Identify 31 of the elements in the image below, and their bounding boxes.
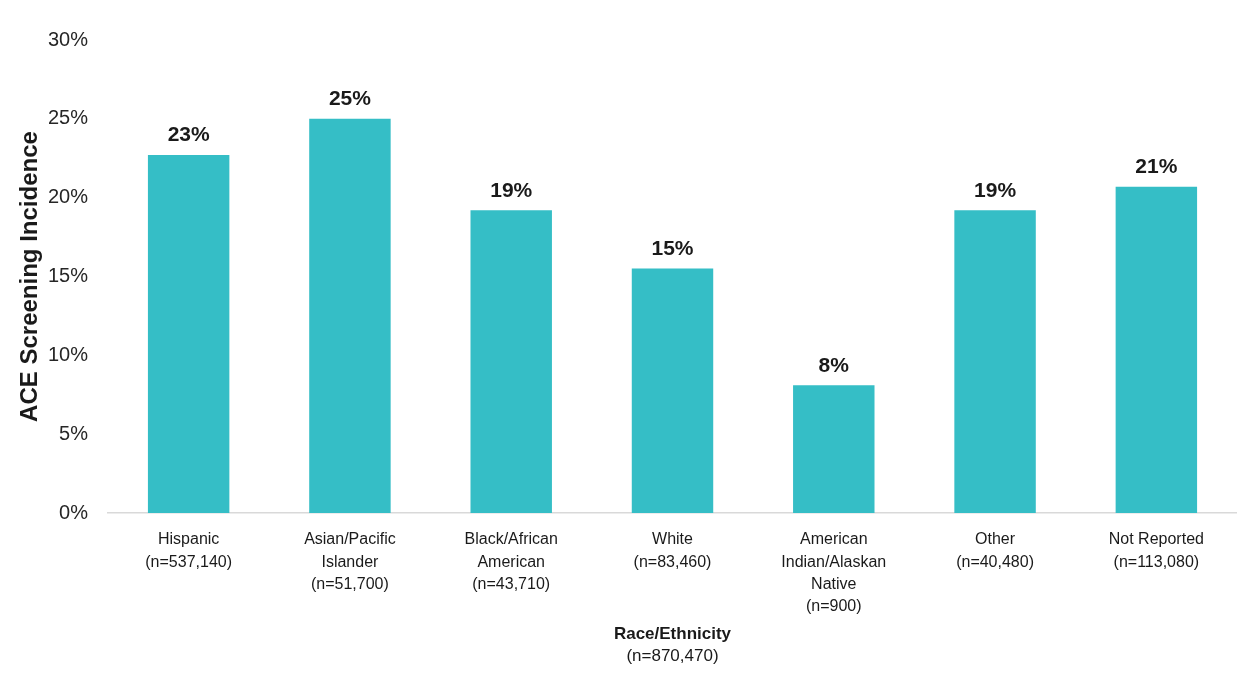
- y-tick-label: 20%: [47, 185, 89, 208]
- data-label: 25%: [328, 86, 372, 110]
- data-label: 15%: [651, 235, 694, 259]
- x-tick-label: Hispanic (n=537,140): [145, 530, 233, 570]
- bar: [309, 118, 391, 513]
- x-tick-label: White (n=83,460): [633, 530, 712, 570]
- data-label: 8%: [818, 352, 850, 376]
- bar: [470, 210, 552, 513]
- y-tick-label: 5%: [59, 421, 89, 444]
- x-tick-label: Black/African American (n=43,710): [464, 530, 558, 592]
- bar: [631, 268, 714, 513]
- bar: [147, 155, 230, 513]
- x-axis-title: Race/Ethnicity: [613, 624, 732, 644]
- y-tick-label: 30%: [47, 27, 89, 50]
- bar: [793, 385, 875, 513]
- y-tick-label: 15%: [47, 264, 89, 287]
- y-tick-label: 0%: [59, 500, 89, 523]
- bar: [954, 210, 1036, 513]
- y-tick-label: 10%: [47, 342, 89, 365]
- x-tick-label: Other (n=40,480): [956, 530, 1034, 570]
- y-axis-title: ACE Screening Incidence: [15, 131, 43, 422]
- x-tick-label: Not Reported (n=113,080): [1108, 530, 1204, 570]
- x-tick-label: American Indian/Alaskan Native (n=900): [781, 530, 887, 614]
- data-label: 19%: [490, 177, 533, 201]
- x-tick-label: Asian/Pacific Islander (n=51,700): [304, 530, 396, 592]
- bar: [1115, 186, 1198, 513]
- y-tick-label: 25%: [47, 106, 89, 129]
- data-label: 21%: [1135, 153, 1178, 177]
- text: (n=870,470): [626, 645, 719, 665]
- data-label: 19%: [974, 177, 1017, 201]
- data-label: 23%: [167, 122, 210, 146]
